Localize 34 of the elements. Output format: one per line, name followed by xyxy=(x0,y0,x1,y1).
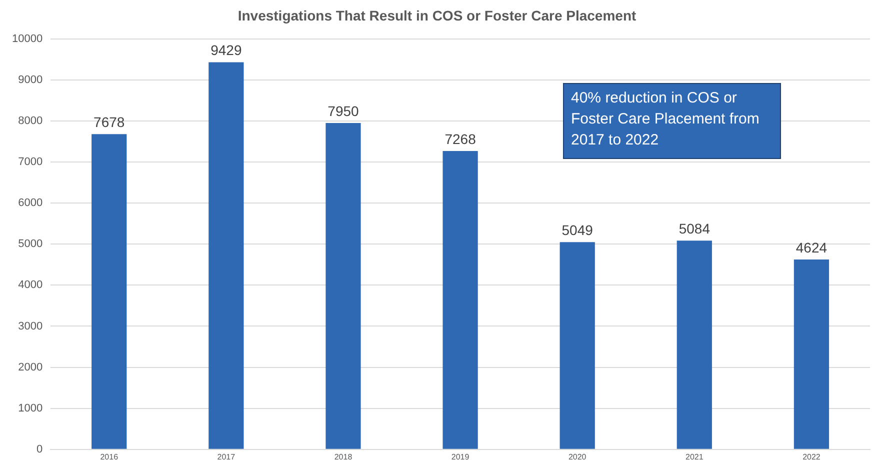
y-tick-label: 4000 xyxy=(18,279,43,292)
data-label: 7950 xyxy=(328,102,360,119)
y-tick-label: 10000 xyxy=(12,32,43,45)
x-tick-label: 2019 xyxy=(451,452,470,462)
y-tick-label: 6000 xyxy=(18,197,43,210)
bar xyxy=(326,122,361,449)
data-label: 7268 xyxy=(444,130,476,147)
data-label: 5084 xyxy=(678,220,710,237)
y-tick-label: 1000 xyxy=(18,402,43,414)
x-tick-label: 2021 xyxy=(686,452,704,462)
bar xyxy=(560,242,595,449)
y-tick-label: 8000 xyxy=(18,114,43,127)
data-label: 4624 xyxy=(796,239,828,256)
x-tick-label: 2017 xyxy=(217,452,236,462)
bar xyxy=(794,260,830,449)
bar xyxy=(92,134,127,449)
bar xyxy=(676,240,712,449)
data-label: 9429 xyxy=(210,42,242,58)
chart-title: Investigations That Result in COS or Foster Care Placement xyxy=(238,7,636,24)
y-tick-label: 0 xyxy=(36,443,43,456)
y-tick-label: 9000 xyxy=(18,74,43,86)
annotation: 40% reduction in COS or Foster Care Placement from 2017 to 2022 xyxy=(571,90,760,149)
y-tick-label: 7000 xyxy=(18,156,43,168)
y-tick-label: 2000 xyxy=(18,361,43,374)
x-tick-label: 2022 xyxy=(802,452,821,462)
x-tick-label: 2020 xyxy=(568,452,587,462)
x-tick-label: 2018 xyxy=(334,452,353,462)
y-tick-label: 3000 xyxy=(18,320,43,332)
data-label: 5049 xyxy=(562,222,594,238)
y-tick-label: 5000 xyxy=(18,238,43,250)
bar xyxy=(442,150,478,449)
bar xyxy=(208,62,244,449)
x-tick-label: 2016 xyxy=(100,452,119,462)
data-label: 7678 xyxy=(94,114,125,130)
